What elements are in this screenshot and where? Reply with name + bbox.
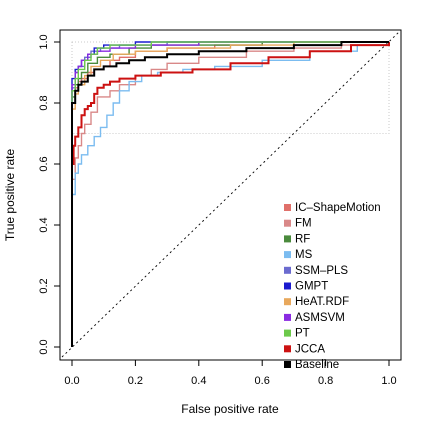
legend-swatch-fm (284, 219, 291, 227)
reference-line-layer (61, 31, 400, 358)
roc-curve-ms (71, 42, 390, 347)
x-tick-label: 1.0 (381, 375, 396, 387)
legend-swatch-ssm-pls (284, 266, 291, 274)
legend-label-gmpt: GMPT (295, 281, 328, 293)
x-axis: 0.0 0.2 0.4 0.6 0.8 1.0 (64, 359, 397, 387)
x-tick-label: 0.0 (64, 375, 79, 387)
legend-label-jcca: JCCA (295, 343, 325, 355)
legend-swatch-baseline (284, 361, 291, 368)
y-axis: 0.0 0.2 0.4 0.6 0.8 1.0 (38, 34, 61, 355)
legend-swatch-ic-shapemotion (284, 204, 291, 211)
legend-label-ms: MS (295, 249, 313, 261)
legend-label-fm: FM (295, 218, 312, 230)
legend-label-ssm-pls: SSM–PLS (295, 265, 348, 277)
legend-label-asmsvm: ASMSVM (295, 312, 345, 324)
reference-diagonal-line (61, 31, 400, 358)
y-tick-label: 1.0 (38, 34, 50, 49)
legend-swatch-heat-rdf (284, 298, 291, 306)
legend-label-baseline: Baseline (295, 359, 339, 371)
x-tick-label: 0.6 (255, 375, 270, 387)
x-tick-label: 0.4 (191, 375, 206, 387)
roc-curve-jcca (71, 42, 390, 347)
x-tick-label: 0.8 (318, 375, 333, 387)
legend-swatch-rf (284, 235, 291, 243)
y-axis-title: True positive rate (3, 149, 17, 242)
legend-label-pt: PT (295, 328, 310, 340)
legend-label-rf: RF (295, 233, 310, 245)
legend-label-ic-shapemotion: IC–ShapeMotion (295, 202, 381, 214)
series-layer (71, 41, 390, 347)
y-tick-label: 0.6 (38, 156, 50, 171)
y-tick-label: 0.8 (38, 95, 50, 110)
legend: IC–ShapeMotion FM RF MS SSM–PLS GMPT HeAT.RDF A… (284, 202, 381, 371)
legend-label-heat-rdf: HeAT.RDF (295, 296, 349, 308)
roc-curve-heat-rdf (71, 41, 389, 347)
legend-swatch-gmpt (284, 282, 291, 290)
legend-swatch-ms (284, 251, 291, 259)
legend-swatch-pt (284, 329, 291, 337)
roc-curve-fm (71, 42, 390, 347)
roc-curve-pt (71, 41, 389, 347)
x-axis-title: False positive rate (181, 402, 279, 416)
x-tick-label: 0.2 (128, 375, 143, 387)
legend-swatch-asmsvm (284, 313, 291, 321)
y-tick-label: 0.4 (38, 217, 50, 232)
y-tick-label: 0.2 (38, 278, 50, 293)
y-tick-label: 0.0 (38, 339, 50, 354)
roc-curve-baseline (71, 41, 389, 347)
legend-swatch-jcca (284, 345, 291, 353)
